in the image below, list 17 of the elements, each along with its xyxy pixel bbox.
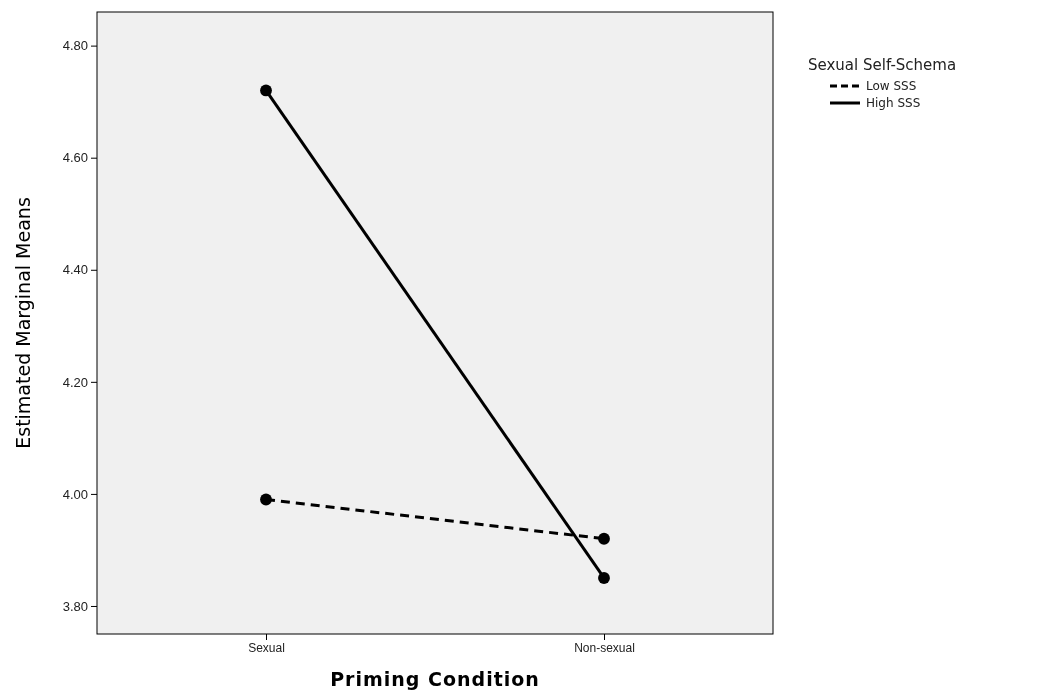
y-tick-label: 4.80	[62, 38, 88, 54]
point	[598, 572, 610, 584]
y-tick-label: 3.80	[62, 598, 88, 614]
legend-label: High SSS	[866, 96, 921, 110]
y-tick-label: 4.40	[62, 262, 88, 278]
x-tick-label: Sexual	[248, 640, 285, 655]
point	[598, 532, 610, 545]
y-tick-label: 4.00	[62, 486, 88, 502]
x-tick-label: Non-sexual	[574, 640, 635, 655]
x-axis-title: Priming Condition	[330, 668, 540, 690]
y-tick-label: 4.60	[62, 150, 88, 166]
point	[260, 84, 272, 97]
legend-title: Sexual Self-Schema	[808, 56, 957, 74]
point	[260, 493, 272, 506]
y-tick-label: 4.20	[62, 374, 88, 390]
y-axis-title: Estimated Marginal Means	[12, 197, 34, 449]
legend-label: Low SSS	[866, 79, 917, 93]
